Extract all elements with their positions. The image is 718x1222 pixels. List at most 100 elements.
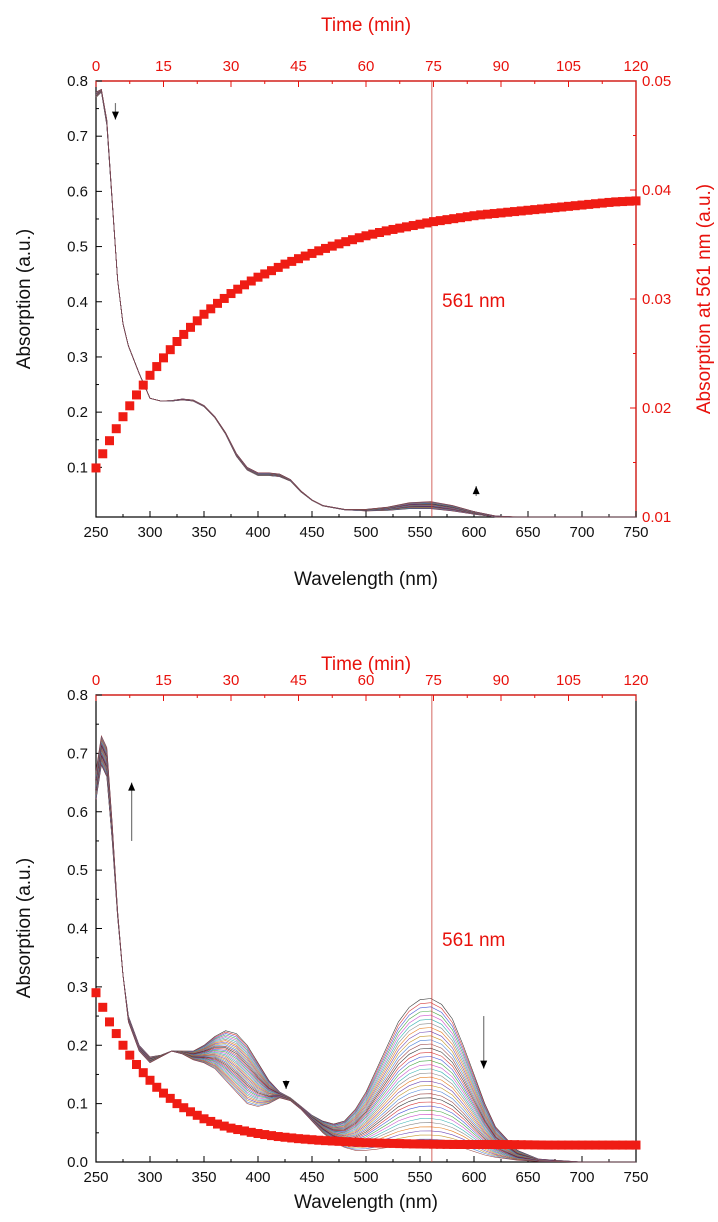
kinetics-point	[503, 207, 513, 217]
kinetics-point	[604, 197, 614, 207]
kinetics-point	[105, 436, 114, 446]
kinetics-point	[611, 197, 621, 207]
kinetics-point	[537, 204, 546, 214]
kinetics-point	[388, 224, 398, 234]
kinetics-point	[435, 1139, 445, 1149]
kinetics-point	[442, 215, 452, 225]
kinetics-point	[604, 1140, 614, 1150]
time-tick-label: 60	[358, 58, 375, 75]
spectrum-line	[95, 90, 636, 518]
kinetics-point	[307, 1135, 317, 1145]
spectrum-line	[95, 91, 636, 518]
spectrum-line	[95, 90, 636, 518]
kinetics-point	[159, 1088, 168, 1098]
x-tick-label: 250	[83, 1169, 108, 1186]
kinetics-point	[388, 1138, 398, 1148]
kinetics-point	[456, 1139, 465, 1149]
kinetics-point	[152, 1082, 162, 1092]
spectrum-line	[95, 88, 636, 518]
time-tick-label: 15	[155, 672, 172, 689]
kinetics-point	[321, 243, 330, 253]
kinetics-point	[287, 256, 297, 266]
time-tick-label: 90	[493, 672, 510, 689]
spectrum-line	[95, 88, 636, 518]
kinetics-point	[429, 1139, 438, 1149]
y-tick-label: 0.2	[67, 1037, 88, 1054]
y-tick-label: 0.5	[67, 862, 88, 879]
kinetics-point	[186, 322, 195, 332]
kinetics-point	[624, 1140, 634, 1150]
kinetics-point	[233, 284, 243, 294]
x-tick-label: 350	[191, 524, 216, 541]
kinetics-point	[516, 1140, 526, 1150]
kinetics-point	[476, 1139, 486, 1149]
kinetics-point	[591, 199, 600, 209]
kinetics-point	[327, 241, 337, 251]
kinetics-point	[206, 304, 216, 314]
kinetics-point	[118, 412, 128, 422]
top-chart-ticks: 250 300 350 400 450 500 550 600 650 700 7500.10.20…	[67, 58, 671, 541]
kinetics-point	[577, 1140, 587, 1150]
kinetics-point	[375, 228, 384, 238]
y-tick-label: 0.8	[67, 73, 88, 90]
kinetics-point	[354, 1137, 364, 1147]
kinetics-point	[476, 210, 486, 220]
change-arrow-head	[111, 111, 119, 120]
bottom-chart: 250 300 350 400 450 500 550 600 650 700 7500.00.10…	[14, 654, 649, 1213]
kinetics-point	[435, 216, 445, 226]
kinetics-point	[91, 463, 101, 473]
kinetics-point	[226, 1123, 236, 1133]
y-tick-label: 0.8	[67, 687, 88, 704]
time-tick-label: 105	[556, 672, 581, 689]
kinetics-point	[260, 1130, 270, 1140]
kinetics-point	[368, 229, 378, 239]
kinetics-point	[111, 1029, 121, 1039]
kinetics-point	[591, 1140, 600, 1150]
bottom-chart-y-axis-title: Absorption (a.u.)	[14, 858, 35, 998]
spectrum-line	[95, 90, 636, 518]
kinetics-point	[253, 1129, 263, 1139]
spectrum-line	[95, 89, 636, 518]
kinetics-point	[327, 1136, 337, 1146]
kinetics-point	[503, 1140, 513, 1150]
kinetics-point	[429, 217, 438, 227]
kinetics-point	[348, 1137, 357, 1147]
x-tick-label: 550	[407, 524, 432, 541]
top-chart-x-axis-title: Wavelength (nm)	[294, 569, 438, 590]
kinetics-point	[206, 1116, 216, 1126]
kinetics-point	[280, 259, 290, 269]
y-tick-label: 0.3	[67, 349, 88, 366]
kinetics-point	[341, 237, 351, 247]
kinetics-point	[246, 276, 256, 286]
spectrum-line	[95, 90, 636, 518]
kinetics-point	[98, 449, 108, 459]
kinetics-point	[219, 1121, 229, 1131]
x-tick-label: 400	[245, 1169, 270, 1186]
top-chart-arrows	[111, 103, 480, 497]
kinetics-point	[354, 233, 364, 243]
kinetics-point	[273, 262, 283, 272]
kinetics-point	[496, 1139, 506, 1149]
kinetics-point	[118, 1040, 128, 1050]
spectrum-line	[95, 89, 636, 518]
spectrum-line	[95, 90, 636, 518]
spectrum-line	[95, 89, 636, 518]
time-tick-label: 120	[623, 672, 648, 689]
kinetics-point	[381, 226, 391, 236]
kinetics-point	[395, 1139, 405, 1149]
time-tick-label: 15	[155, 58, 172, 75]
kinetics-point	[564, 1140, 573, 1150]
kinetics-point	[597, 198, 607, 208]
x-tick-label: 700	[569, 524, 594, 541]
kinetics-point	[510, 207, 519, 217]
x-tick-label: 700	[569, 1169, 594, 1186]
spectrum-line	[95, 89, 636, 518]
top-chart: 250 300 350 400 450 500 550 600 650 700 7500.10.20…	[14, 15, 715, 590]
spectrum-line	[95, 90, 636, 518]
right-tick-label: 0.02	[642, 400, 671, 417]
time-tick-label: 30	[223, 672, 240, 689]
kinetics-point	[489, 209, 499, 219]
kinetics-point	[287, 1133, 297, 1143]
kinetics-point	[483, 1139, 492, 1149]
kinetics-point	[402, 222, 411, 232]
